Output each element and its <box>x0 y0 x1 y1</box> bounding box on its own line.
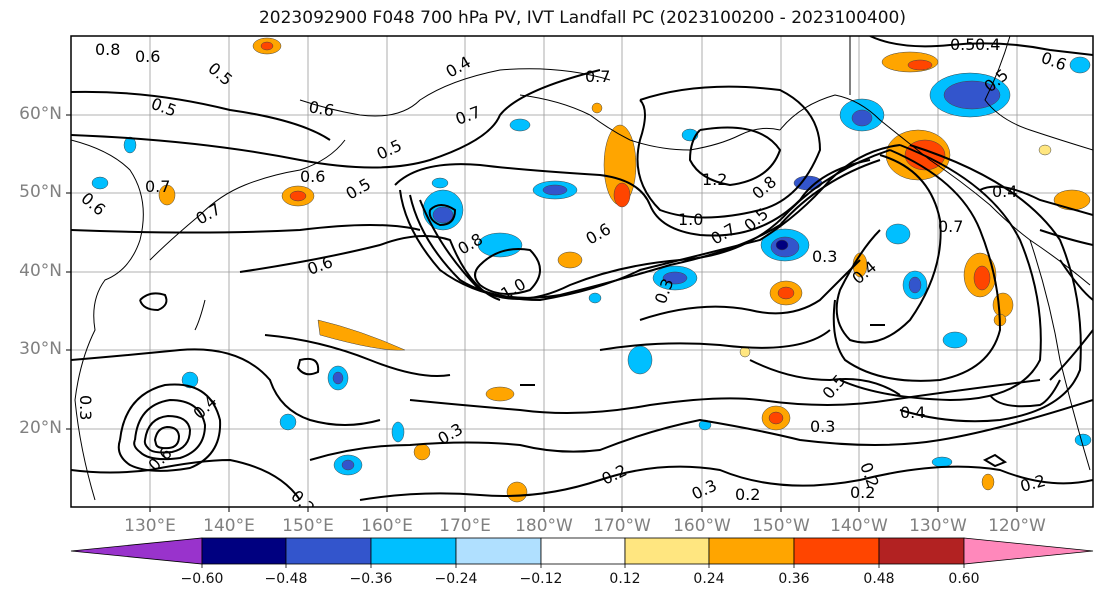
colorbar-tick-label: 0.60 <box>948 571 980 587</box>
colorbar-tick-label: −0.36 <box>349 571 393 587</box>
contour-label: 0.6 <box>300 167 325 186</box>
figure-title: 2023092900 F048 700 hPa PV, IVT Landfall… <box>258 8 906 28</box>
lon-label: 120°W <box>988 516 1046 536</box>
contour-label: 0.7 <box>585 67 610 86</box>
lon-label: 170°W <box>593 516 651 536</box>
colorbar-segment <box>624 537 710 565</box>
contour-label: 0.4 <box>992 182 1017 201</box>
lat-label: 20°N <box>19 418 62 438</box>
colorbar <box>70 537 1094 568</box>
colorbar-segment <box>540 537 626 565</box>
colorbar-tick-label: 0.24 <box>693 571 725 587</box>
lon-label: 160°E <box>361 516 413 536</box>
contour-label: 1.2 <box>702 170 727 189</box>
lon-label: 150°E <box>282 516 334 536</box>
contour-label: 0.6 <box>307 97 335 120</box>
lat-label: 40°N <box>19 261 62 281</box>
pv-contours <box>71 36 1093 501</box>
colorbar-tick-label: −0.60 <box>180 571 224 587</box>
colorbar-tick-label: 0.48 <box>863 571 895 587</box>
pv-negative-blobs <box>91 56 1092 476</box>
contour-label: 0.7 <box>938 217 963 236</box>
contour-label: 0.5 <box>950 35 975 54</box>
contour-label: 0.4 <box>975 35 1000 54</box>
pv-positive-blobs <box>158 37 1091 503</box>
colorbar-segment <box>70 537 203 565</box>
contour-label: 0.3 <box>76 395 95 420</box>
colorbar-segment <box>285 537 372 565</box>
contour-label: 0.3 <box>810 417 835 436</box>
colorbar-tick-label: 0.36 <box>778 571 810 587</box>
contour-label: 0.4 <box>900 403 925 422</box>
lon-label: 130°W <box>909 516 967 536</box>
axis-ticks <box>66 114 1018 512</box>
colorbar-segment <box>201 537 287 565</box>
lon-label: 160°W <box>673 516 731 536</box>
lon-label: 180°W <box>515 516 573 536</box>
contour-label: 1.0 <box>678 210 703 229</box>
lat-label: 50°N <box>19 182 62 202</box>
colorbar-tick-label: 0.12 <box>609 571 641 587</box>
colorbar-segment <box>370 537 457 565</box>
colorbar-segment <box>455 537 542 565</box>
lon-label: 140°E <box>203 516 255 536</box>
colorbar-segment <box>878 537 965 565</box>
contour-label: 0.3 <box>812 247 837 266</box>
contour-label: 0.6 <box>135 47 160 66</box>
lon-label: 130°E <box>124 516 176 536</box>
lat-label: 30°N <box>19 339 62 359</box>
colorbar-tick-label: −0.48 <box>264 571 308 587</box>
contour-label: 0.2 <box>735 485 760 504</box>
colorbar-segment <box>708 537 795 565</box>
colorbar-tick-label: −0.12 <box>519 571 563 587</box>
lon-label: 140°W <box>830 516 888 536</box>
colorbar-tick-label: −0.24 <box>434 571 478 587</box>
colorbar-segment <box>793 537 880 565</box>
contour-label: 0.8 <box>95 40 120 59</box>
contour-label: 0.7 <box>145 177 170 196</box>
map-plot-area: 0.8 0.6 0.5 0.4 0.7 0.5 0.6 0.5 0.6 0.7 … <box>71 35 1093 507</box>
colorbar-segment <box>963 537 1094 565</box>
lat-label: 60°N <box>19 104 62 124</box>
coastlines <box>71 36 1093 501</box>
lon-label: 170°E <box>439 516 491 536</box>
contour-label: 0.2 <box>850 483 875 502</box>
lon-label: 150°W <box>752 516 810 536</box>
